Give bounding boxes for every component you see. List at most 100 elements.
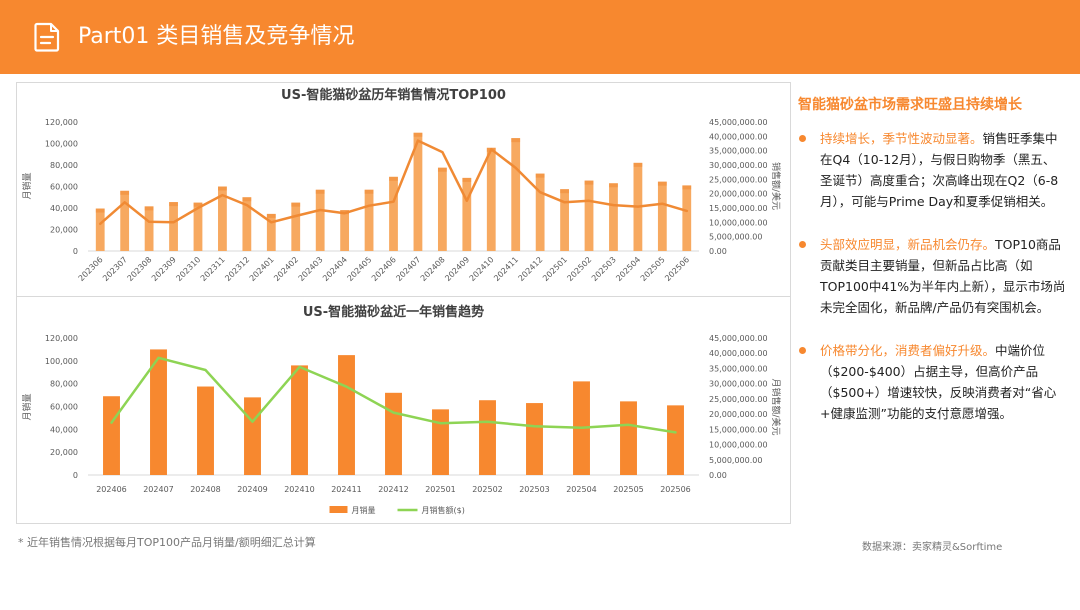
bullet-text: 销售旺季集中在Q4（10-12月），与假日购物季（黑五、圣诞节）高度重合；次高峰… [820, 131, 1059, 209]
y-tick-label-right: 20,000,000.00 [709, 410, 768, 419]
bar [682, 185, 692, 251]
bar [389, 176, 398, 251]
footnote: * 近年销售情况根据每月TOP100产品月销量/额明细汇总计算 [18, 536, 316, 549]
x-tick-label: 202412 [378, 485, 409, 494]
legend-bar-label: 月销量 [352, 505, 376, 515]
x-tick-label: 202309 [150, 255, 178, 283]
bar-top-edge [462, 177, 472, 182]
x-tick-label: 202402 [272, 255, 300, 283]
bar-top-edge [560, 189, 569, 194]
charts-canvas: US-智能猫砂盆历年销售情况TOP100 0 20,000 40,000 60,000 8… [21, 87, 782, 515]
y-tick-label-right: 35,000,000.00 [709, 364, 768, 373]
y-tick-label-left: 80,000 [50, 161, 78, 170]
bar [584, 180, 594, 251]
x-tick-label: 202401 [248, 255, 276, 283]
insight-bullet: 价格带分化，消费者偏好升级。中端价位（$200-$400）占据主导，但高价产品（… [798, 340, 1066, 424]
bar [609, 183, 618, 251]
y-axis-label-left: 月销量 [21, 393, 33, 420]
y-tick-label-left: 20,000 [50, 448, 78, 457]
bar-top-edge [535, 173, 545, 178]
document-icon [34, 22, 60, 52]
bar [385, 392, 402, 475]
x-tick-label: 202501 [541, 255, 569, 283]
bar-top-edge [682, 185, 692, 190]
bar-top-edge [266, 213, 276, 218]
y-tick-label-left: 40,000 [50, 204, 78, 213]
x-tick-label: 202410 [284, 485, 315, 494]
y-tick-label-right: 0.00 [709, 471, 727, 480]
x-tick-label: 202310 [174, 255, 202, 283]
bar-top-edge [95, 208, 105, 213]
bar-top-edge [657, 181, 667, 186]
y-tick-label-left: 0 [73, 471, 78, 480]
bar-top-edge [609, 183, 618, 188]
y-tick-label-right: 35,000,000.00 [709, 147, 768, 156]
insight-panel: 智能猫砂盆市场需求旺盛且持续增长 持续增长，季节性波动显著。销售旺季集中在Q4（… [798, 94, 1066, 446]
bar-top-edge [144, 206, 154, 211]
bar [486, 147, 496, 251]
y-tick-label-right: 25,000,000.00 [709, 175, 768, 184]
y-tick-label-right: 10,000,000.00 [709, 218, 768, 227]
bullet-text: 中端价位（$200-$400）占据主导，但高价产品（$500+）增速较快，反映消… [820, 343, 1057, 421]
bar [620, 401, 637, 475]
bar [560, 189, 569, 251]
bar [315, 189, 325, 251]
bar [218, 186, 227, 251]
bar-top-edge [218, 186, 227, 191]
x-tick-label: 202501 [425, 485, 456, 494]
x-tick-label: 202409 [443, 255, 471, 283]
bar [432, 409, 449, 475]
bar-top-edge [315, 189, 325, 194]
x-tick-label: 202411 [492, 255, 520, 283]
x-tick-label: 202505 [613, 485, 644, 494]
charts-divider [16, 296, 791, 297]
bar-top-edge [437, 167, 447, 172]
x-tick-label: 202407 [394, 255, 422, 283]
x-tick-label: 202504 [566, 485, 597, 494]
page-header: Part01 类目销售及竞争情况 [0, 0, 1080, 74]
bar-top-edge [511, 138, 521, 143]
y-tick-label-right: 30,000,000.00 [709, 380, 768, 389]
data-source: 数据来源：卖家精灵&Sorftime [862, 542, 1003, 553]
x-tick-label: 202504 [614, 255, 642, 283]
x-tick-label: 202408 [419, 255, 447, 283]
x-tick-label: 202502 [565, 255, 593, 283]
x-tick-label: 202406 [96, 485, 127, 494]
bar [197, 386, 214, 475]
x-tick-label: 202503 [590, 255, 618, 283]
y-tick-label-left: 20,000 [50, 226, 78, 235]
bar-top-edge [389, 176, 398, 181]
x-tick-label: 202503 [519, 485, 550, 494]
chart-title: US-智能猫砂盆近一年销售趋势 [303, 304, 484, 320]
bar-top-edge [120, 190, 130, 195]
bar [169, 202, 178, 251]
x-tick-label: 202411 [331, 485, 362, 494]
y-axis-label-left: 月销量 [21, 172, 33, 199]
bar-top-edge [193, 202, 203, 207]
bar [291, 202, 301, 251]
y-tick-label-right: 40,000,000.00 [709, 132, 768, 141]
bar [511, 138, 521, 251]
bar [413, 132, 423, 251]
bar [266, 213, 276, 251]
bar-top-edge [633, 162, 643, 167]
x-tick-label: 202312 [223, 255, 251, 283]
bar [120, 190, 130, 251]
bullet-highlight: 头部效应明显，新品机会仍存。 [820, 237, 996, 252]
y-tick-label-right: 5,000,000.00 [709, 233, 762, 242]
y-tick-label-right: 15,000,000.00 [709, 204, 768, 213]
y-tick-label-right: 45,000,000.00 [709, 118, 768, 127]
bar [291, 365, 308, 475]
y-axis-label-right: 月销售额/美元 [770, 378, 782, 435]
y-tick-label-right: 10,000,000.00 [709, 441, 768, 450]
y-tick-label-right: 0.00 [709, 247, 727, 256]
y-tick-label-right: 5,000,000.00 [709, 456, 762, 465]
page-title: Part01 类目销售及竞争情况 [78, 24, 355, 49]
bar [667, 405, 684, 475]
charts-frame [16, 82, 791, 524]
y-tick-label-left: 100,000 [45, 140, 78, 149]
y-tick-label-right: 20,000,000.00 [709, 190, 768, 199]
bullet-dot-icon [799, 135, 806, 142]
bar [657, 181, 667, 251]
bullet-text: TOP10商品贡献类目主要销量，但新品占比高（如TOP100中41%为半年内上新… [820, 237, 1066, 315]
